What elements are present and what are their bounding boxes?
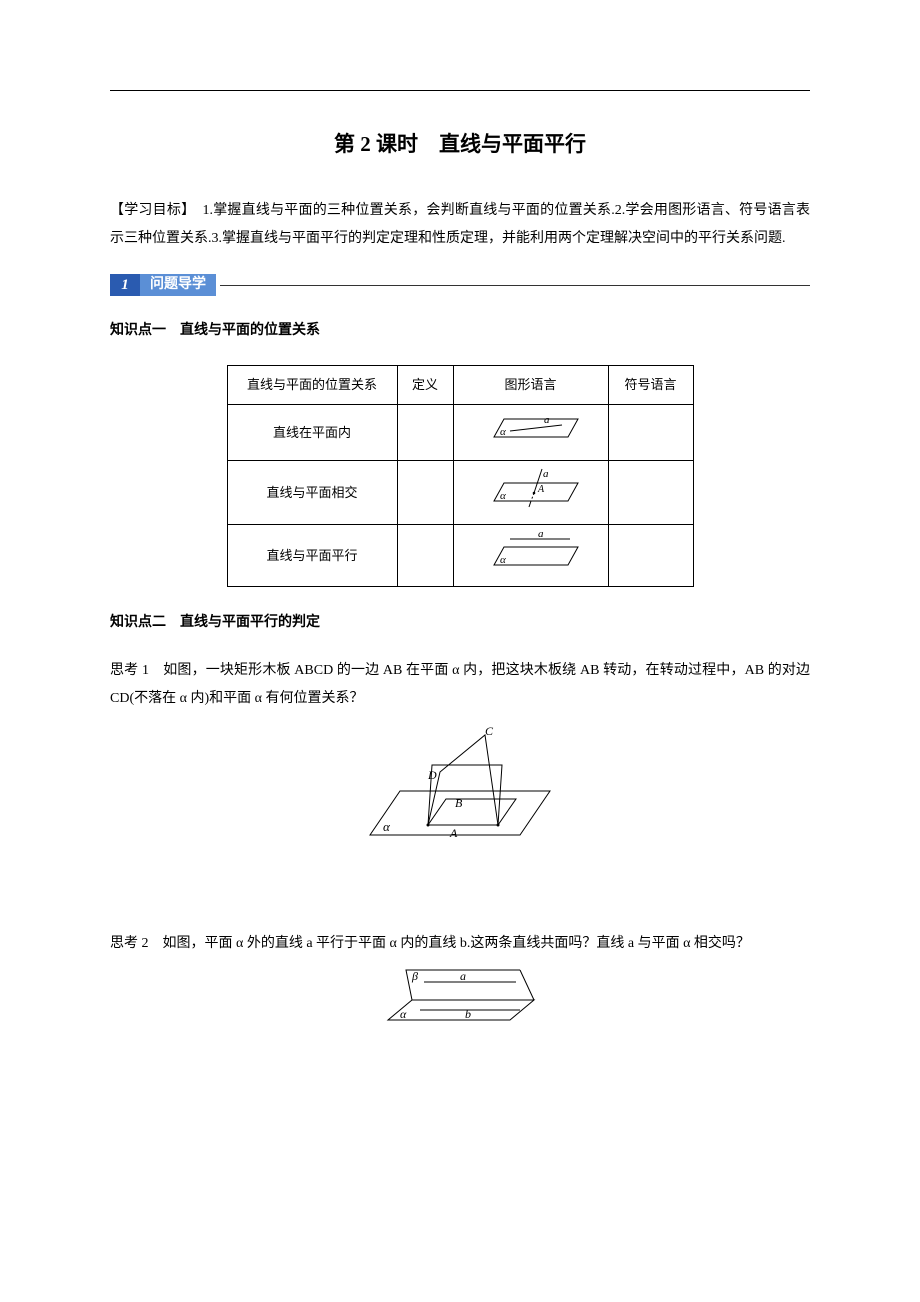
banner-number: 1 bbox=[110, 274, 140, 296]
label-D: D bbox=[427, 768, 437, 782]
section-banner: 1 问题导学 bbox=[110, 271, 810, 299]
think-2-label: 思考 2 bbox=[110, 936, 163, 951]
relation-name: 直线在平面内 bbox=[227, 405, 397, 461]
relation-name: 直线与平面相交 bbox=[227, 461, 397, 525]
label-alpha: α bbox=[500, 426, 506, 438]
label-B: B bbox=[455, 796, 463, 810]
relation-name: 直线与平面平行 bbox=[227, 525, 397, 587]
label-alpha: α bbox=[500, 554, 506, 566]
col-header-figure: 图形语言 bbox=[453, 366, 608, 405]
symbol-cell bbox=[608, 525, 693, 587]
table-row: 直线与平面平行 a α bbox=[227, 525, 693, 587]
label-A: A bbox=[449, 826, 458, 840]
definition-cell bbox=[397, 405, 453, 461]
label-a: a bbox=[544, 414, 550, 426]
col-header-relation: 直线与平面的位置关系 bbox=[227, 366, 397, 405]
think-1-label: 思考 1 bbox=[110, 663, 163, 678]
label-a: a bbox=[538, 531, 544, 540]
page-title: 第 2 课时 直线与平面平行 bbox=[110, 123, 810, 165]
table-row: 直线与平面相交 a A α bbox=[227, 461, 693, 525]
col-header-symbol: 符号语言 bbox=[608, 366, 693, 405]
figure-2-planes: β a α b bbox=[110, 962, 810, 1043]
figure-cell-line-in-plane: a α bbox=[453, 405, 608, 461]
symbol-cell bbox=[608, 461, 693, 525]
knowledge-1-heading: 知识点一 直线与平面的位置关系 bbox=[110, 317, 810, 345]
spacer bbox=[110, 882, 810, 930]
banner-line bbox=[220, 285, 810, 286]
knowledge-2-heading: 知识点二 直线与平面平行的判定 bbox=[110, 609, 810, 637]
label-alpha: α bbox=[400, 1007, 407, 1021]
table-row: 直线在平面内 a α bbox=[227, 405, 693, 461]
label-A: A bbox=[537, 484, 545, 495]
label-C: C bbox=[485, 724, 494, 738]
label-b: b bbox=[465, 1007, 471, 1021]
think-2: 思考 2 如图，平面 α 外的直线 a 平行于平面 α 内的直线 b.这两条直线… bbox=[110, 930, 810, 958]
figure-cell-line-intersects-plane: a A α bbox=[453, 461, 608, 525]
position-table: 直线与平面的位置关系 定义 图形语言 符号语言 直线在平面内 a α 直线与平面… bbox=[227, 365, 694, 587]
think-1: 思考 1 如图，一块矩形木板 ABCD 的一边 AB 在平面 α 内，把这块木板… bbox=[110, 657, 810, 713]
table-header-row: 直线与平面的位置关系 定义 图形语言 符号语言 bbox=[227, 366, 693, 405]
think-2-text: 如图，平面 α 外的直线 a 平行于平面 α 内的直线 b.这两条直线共面吗？直… bbox=[163, 936, 750, 951]
label-a: a bbox=[543, 468, 549, 480]
definition-cell bbox=[397, 525, 453, 587]
figure-1-rotating-board: A B C D α bbox=[110, 717, 810, 858]
learning-objectives: 【学习目标】 1.掌握直线与平面的三种位置关系，会判断直线与平面的位置关系.2.… bbox=[110, 197, 810, 253]
col-header-definition: 定义 bbox=[397, 366, 453, 405]
figure-cell-line-parallel-plane: a α bbox=[453, 525, 608, 587]
top-rule bbox=[110, 90, 810, 91]
label-a: a bbox=[460, 969, 466, 983]
label-alpha: α bbox=[383, 819, 391, 834]
think-1-text: 如图，一块矩形木板 ABCD 的一边 AB 在平面 α 内，把这块木板绕 AB … bbox=[110, 663, 810, 706]
banner-label: 问题导学 bbox=[140, 274, 216, 296]
symbol-cell bbox=[608, 405, 693, 461]
definition-cell bbox=[397, 461, 453, 525]
label-alpha: α bbox=[500, 490, 506, 502]
label-beta: β bbox=[411, 969, 418, 983]
